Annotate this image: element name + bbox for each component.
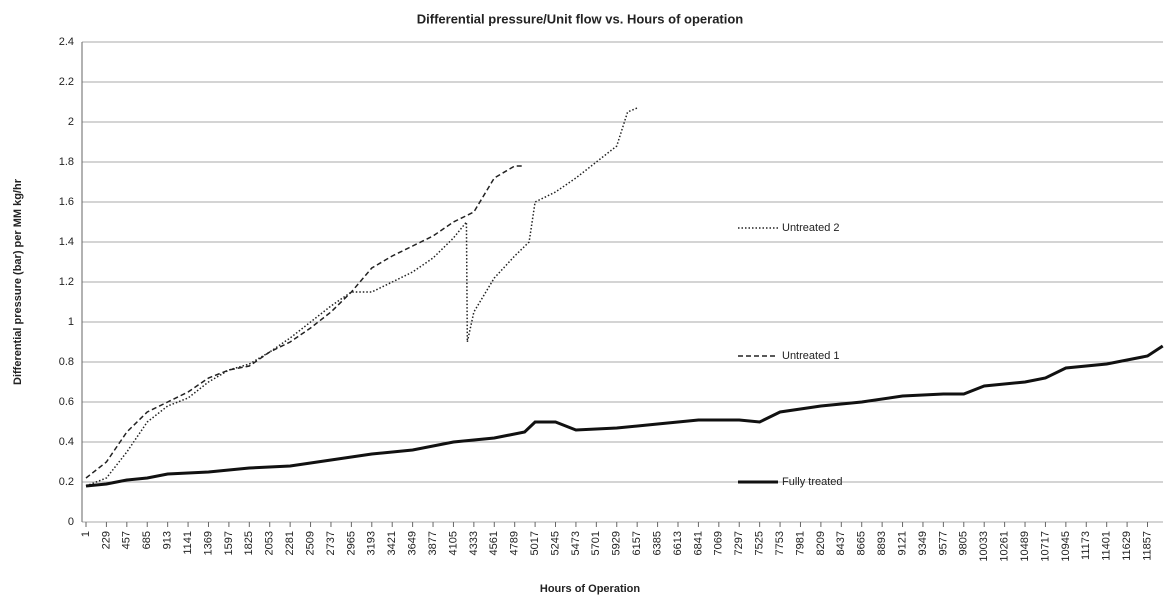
x-tick-label: 4105 [447, 531, 459, 555]
x-axis-label: Hours of Operation [540, 583, 641, 595]
y-tick-label: 2 [68, 116, 74, 128]
y-tick-label: 0.8 [59, 356, 74, 368]
x-tick-label: 11173 [1080, 531, 1092, 560]
x-tick-label: 8437 [835, 531, 847, 555]
x-tick-label: 2053 [264, 531, 276, 555]
x-tick-label: 2737 [325, 531, 337, 555]
y-tick-label: 0.6 [59, 396, 74, 408]
x-tick-label: 10489 [1019, 531, 1031, 562]
x-tick-label: 3649 [407, 531, 419, 555]
series-line [85, 165, 525, 479]
x-tick-label: 4333 [468, 531, 480, 555]
x-tick-label: 11857 [1141, 531, 1153, 561]
legend-label: Fully treated [782, 476, 843, 488]
x-tick-label: 9805 [958, 531, 970, 555]
x-tick-label: 1141 [182, 531, 194, 555]
y-tick-label: 1.6 [59, 196, 74, 208]
x-tick-label: 11629 [1121, 531, 1133, 561]
x-tick-label: 5701 [590, 531, 602, 555]
x-tick-label: 1 [80, 531, 92, 537]
y-tick-label: 1 [68, 316, 74, 328]
x-tick-label: 2965 [345, 531, 357, 555]
x-tick-label: 7753 [774, 531, 786, 555]
x-tick-label: 2281 [284, 531, 296, 555]
series-line [85, 107, 638, 487]
y-tick-label: 1.4 [59, 236, 74, 248]
x-tick-label: 1825 [243, 531, 255, 555]
x-tick-label: 5017 [529, 531, 541, 555]
x-tick-label: 2509 [304, 531, 316, 555]
x-tick-label: 10717 [1039, 531, 1051, 562]
x-tick-label: 7069 [713, 531, 725, 555]
y-tick-label: 0 [68, 516, 74, 528]
x-tick-label: 5929 [611, 531, 623, 555]
y-tick-label: 0.2 [59, 476, 74, 488]
x-tick-label: 229 [100, 531, 112, 549]
y-axis-label: Differential pressure (bar) per MM kg/hr [12, 178, 24, 385]
x-tick-label: 6157 [631, 531, 643, 555]
x-tick-label: 10261 [999, 531, 1011, 562]
x-tick-label: 9577 [937, 531, 949, 555]
x-tick-label: 6841 [692, 531, 704, 555]
x-tick-label: 3421 [386, 531, 398, 555]
y-tick-label: 1.2 [59, 276, 74, 288]
x-tick-label: 1369 [202, 531, 214, 555]
x-tick-label: 6613 [672, 531, 684, 555]
x-tick-label: 10945 [1060, 531, 1072, 562]
x-tick-label: 5245 [549, 531, 561, 555]
chart-title: Differential pressure/Unit flow vs. Hour… [417, 11, 744, 26]
legend-label: Untreated 1 [782, 350, 839, 362]
y-tick-label: 0.4 [59, 436, 74, 448]
x-tick-label: 7981 [794, 531, 806, 555]
x-tick-label: 3877 [427, 531, 439, 555]
x-tick-label: 8893 [876, 531, 888, 555]
y-tick-label: 1.8 [59, 156, 74, 168]
x-tick-label: 11401 [1101, 531, 1113, 561]
x-tick-label: 4561 [488, 531, 500, 555]
y-tick-label: 2.4 [59, 36, 74, 48]
x-tick-label: 685 [141, 531, 153, 549]
x-tick-label: 9349 [917, 531, 929, 555]
x-tick-label: 4789 [509, 531, 521, 555]
legend-label: Untreated 2 [782, 222, 839, 234]
x-tick-label: 10033 [978, 531, 990, 562]
x-tick-label: 6385 [651, 531, 663, 555]
x-tick-label: 8209 [815, 531, 827, 555]
x-tick-label: 1597 [223, 531, 235, 555]
x-tick-label: 457 [121, 531, 133, 549]
x-tick-label: 7297 [733, 531, 745, 555]
x-tick-label: 9121 [896, 531, 908, 555]
x-tick-label: 8665 [856, 531, 868, 555]
x-tick-label: 913 [162, 531, 174, 549]
x-tick-label: 5473 [570, 531, 582, 555]
y-tick-label: 2.2 [59, 76, 74, 88]
x-tick-label: 7525 [754, 531, 766, 555]
x-tick-label: 3193 [366, 531, 378, 555]
series-line [85, 344, 1164, 488]
